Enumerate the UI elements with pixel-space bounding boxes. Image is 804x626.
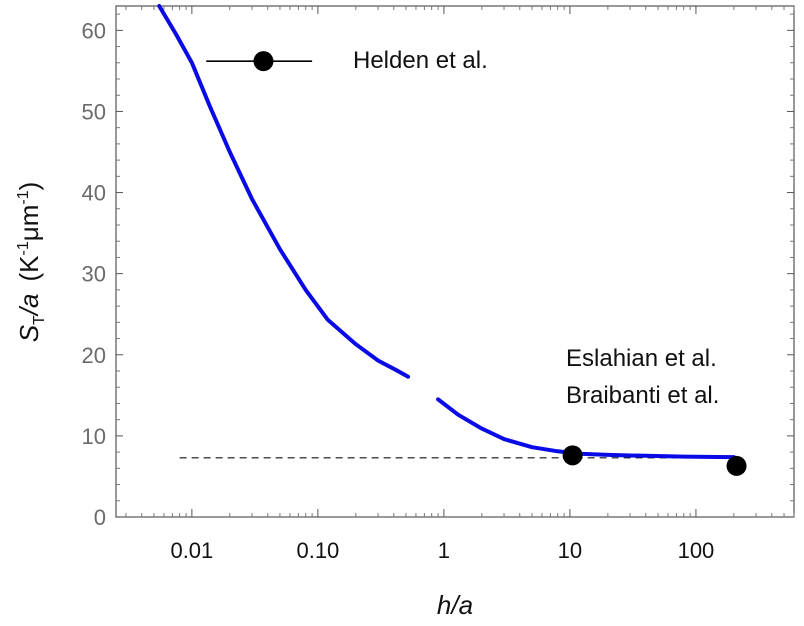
data-point [726, 455, 747, 476]
data-point [562, 445, 583, 466]
annotation-braibanti: Braibanti et al. [566, 382, 719, 409]
x-tick-label: 10 [558, 538, 582, 563]
x-axis-ticks: 0.01 0.10 1 10 100 [170, 6, 714, 563]
x-tick-label: 100 [678, 538, 715, 563]
plot-frame [115, 5, 795, 518]
y-tick-label: 60 [82, 18, 106, 43]
y-axis-title: ST/a(K-1μm-1) [14, 182, 48, 343]
data-points [206, 51, 747, 476]
y-tick-label: 40 [82, 181, 106, 206]
annotation-helden: Helden et al. [353, 47, 488, 74]
y-tick-label: 50 [82, 99, 106, 124]
y-tick-label: 30 [82, 262, 106, 287]
x-axis-title: h/a [437, 590, 473, 620]
y-axis-ticks: 0 10 20 30 40 50 60 [82, 13, 794, 530]
y-tick-label: 20 [82, 343, 106, 368]
x-tick-label: 0.01 [170, 538, 213, 563]
y-tick-label: 0 [94, 505, 106, 530]
x-axis-minor-ticks [125, 6, 795, 517]
x-tick-label: 0.10 [296, 538, 339, 563]
curve-segment [157, 4, 411, 379]
annotation-eslahian: Eslahian et al. [566, 345, 717, 372]
y-tick-label: 10 [82, 424, 106, 449]
x-tick-label: 1 [438, 538, 450, 563]
data-point [253, 51, 274, 72]
